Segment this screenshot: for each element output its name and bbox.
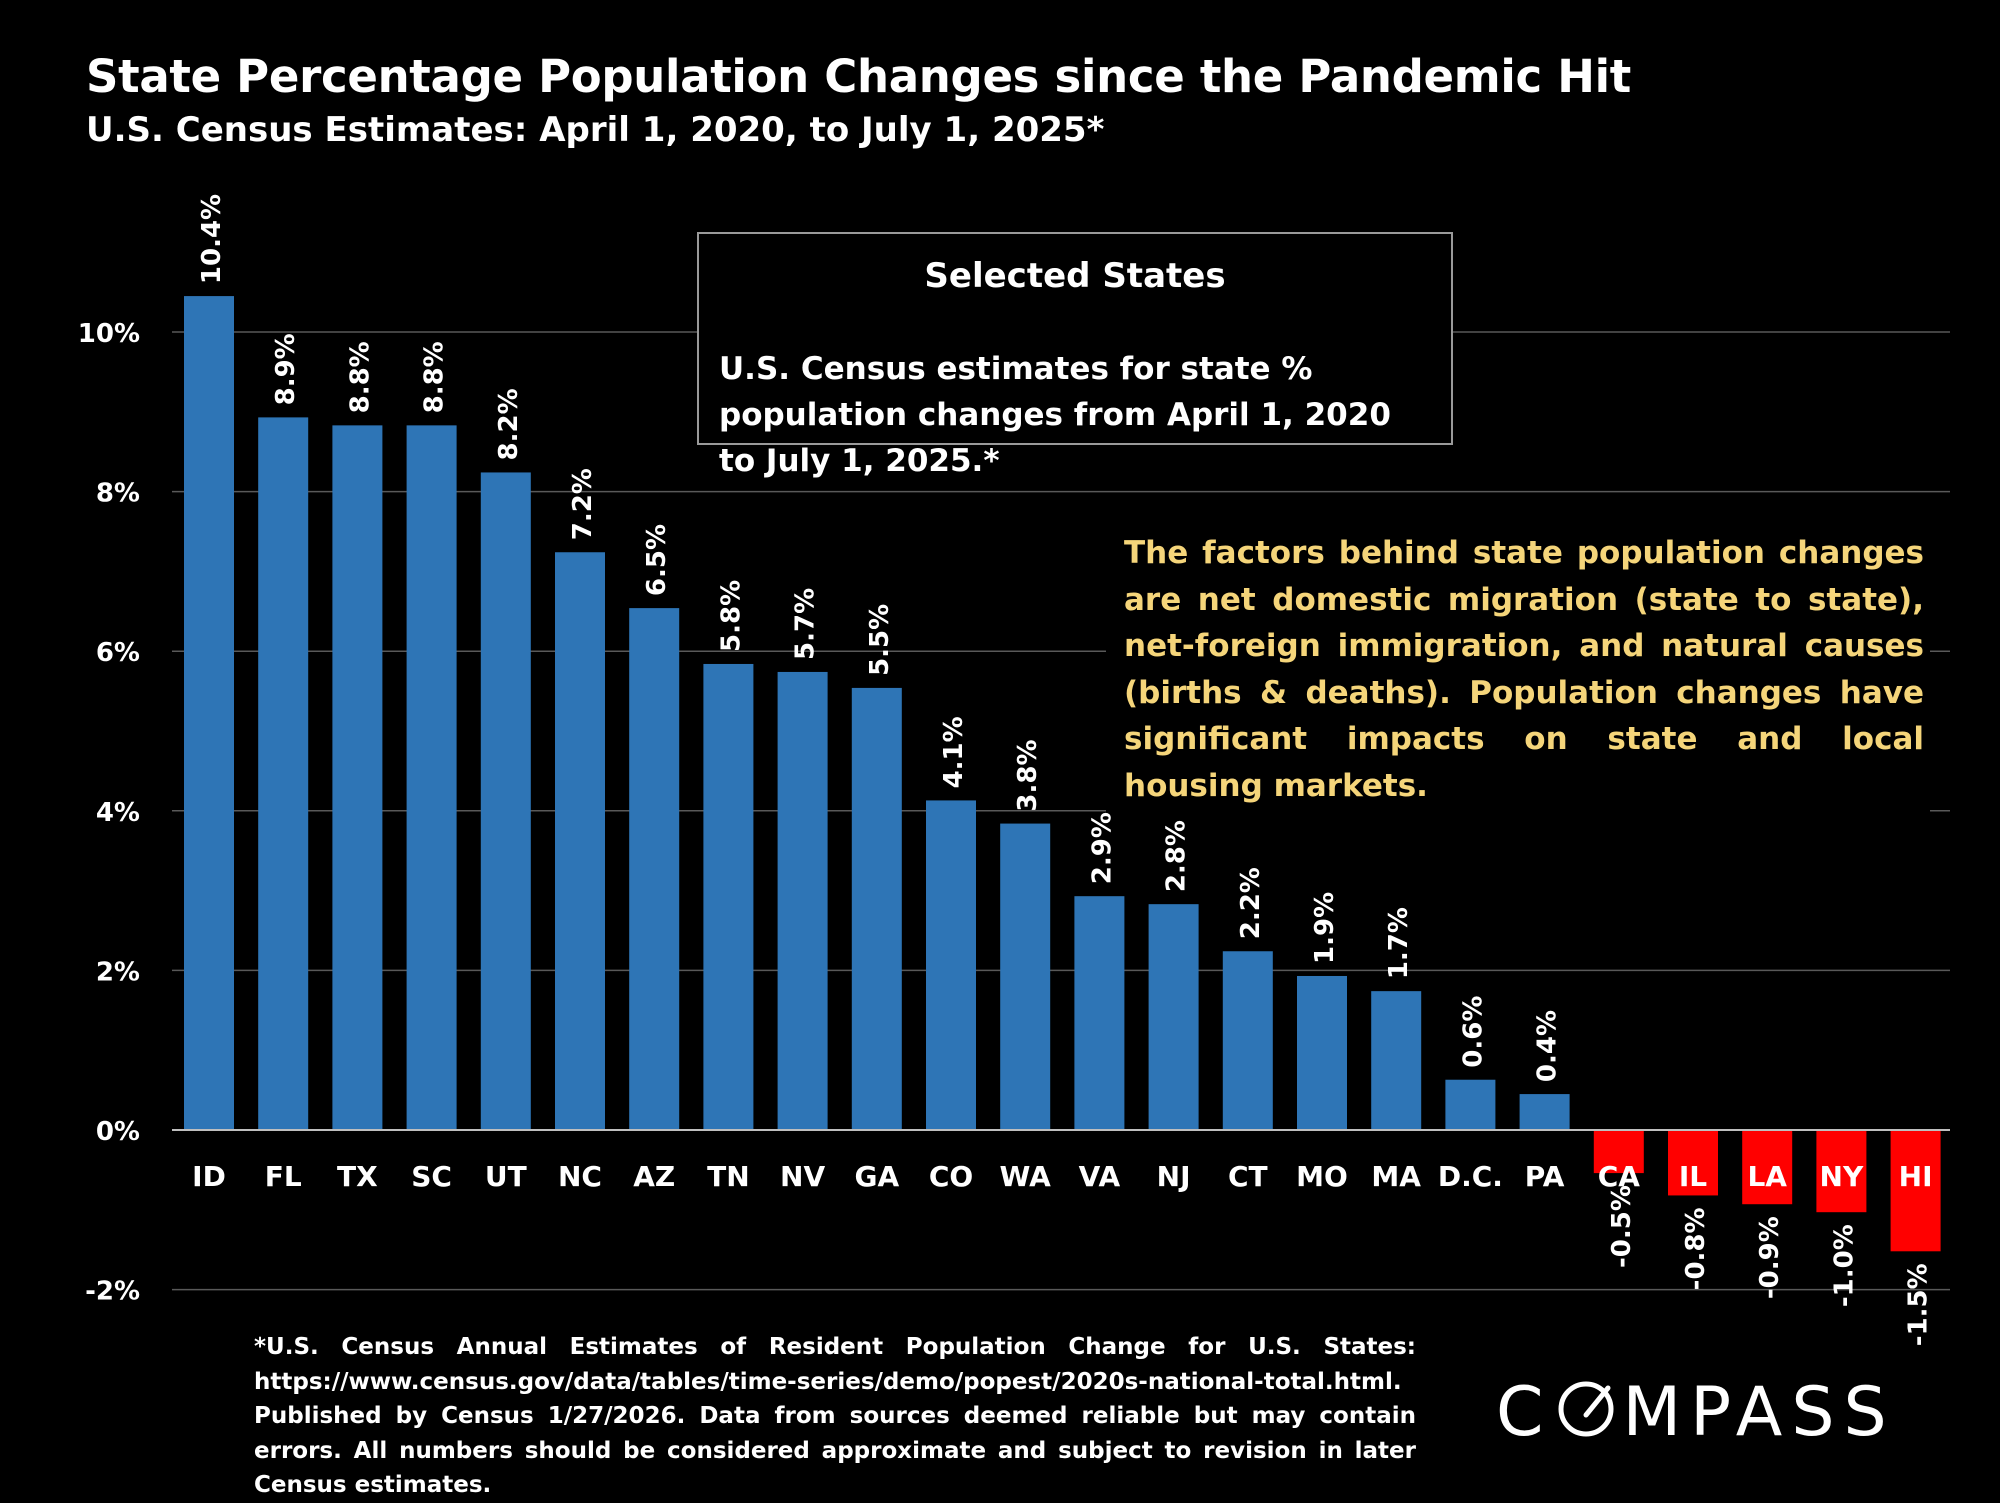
data-label: 7.2% [568, 468, 598, 540]
x-tick-label: MA [1371, 1160, 1421, 1193]
x-tick-label: SC [411, 1160, 452, 1193]
positive-bar [332, 425, 383, 1131]
x-tick-label: UT [485, 1160, 527, 1193]
footnote: *U.S. Census Annual Estimates of Residen… [254, 1330, 1416, 1503]
x-tick-label: GA [854, 1160, 899, 1193]
factors-note: The factors behind state population chan… [1106, 530, 1930, 813]
positive-bar [1074, 896, 1125, 1130]
positive-bar [406, 425, 457, 1131]
x-tick-label: MO [1296, 1160, 1348, 1193]
x-tick-label: TX [337, 1160, 378, 1193]
x-tick-label: HI [1899, 1160, 1933, 1193]
chart-subtitle: U.S. Census Estimates: April 1, 2020, to… [86, 110, 1105, 150]
data-label: 1.7% [1384, 907, 1414, 979]
y-tick-label: 8% [96, 479, 140, 509]
logo-text-start: C [1496, 1373, 1553, 1452]
data-label: 2.8% [1162, 820, 1192, 892]
data-label: 1.9% [1310, 892, 1340, 964]
positive-bar [184, 296, 234, 1131]
compass-o-icon [1558, 1381, 1614, 1437]
positive-bar [1222, 951, 1273, 1130]
positive-bar [1519, 1094, 1570, 1130]
data-label: 2.2% [1236, 867, 1266, 939]
x-tick-label: LA [1747, 1160, 1787, 1193]
x-tick-label: D.C. [1438, 1160, 1503, 1193]
data-label: 6.5% [642, 524, 672, 596]
selected-states-box: Selected States U.S. Census estimates fo… [697, 232, 1453, 479]
x-tick-label: CO [929, 1160, 973, 1193]
positive-bar [1445, 1079, 1496, 1130]
positive-bar [629, 608, 680, 1130]
positive-bar [777, 671, 828, 1130]
footnote-source: *U.S. Census Annual Estimates of Residen… [254, 1334, 1416, 1395]
positive-bar [851, 687, 902, 1130]
x-tick-label: VA [1079, 1160, 1121, 1193]
chart-title: State Percentage Population Changes sinc… [86, 50, 1631, 103]
x-tick-label: IL [1679, 1160, 1707, 1193]
data-label: 2.9% [1087, 812, 1117, 884]
negative-bar [1890, 1130, 1941, 1252]
x-tick-label: NC [558, 1160, 602, 1193]
positive-bar [1371, 991, 1422, 1130]
data-label: -1.5% [1904, 1263, 1934, 1346]
data-label: 8.8% [345, 341, 375, 413]
x-tick-label: NJ [1157, 1160, 1191, 1193]
negative-bar [1816, 1130, 1867, 1213]
positive-bar [480, 472, 531, 1130]
data-label: 8.2% [494, 388, 524, 460]
x-tick-label: FL [265, 1160, 302, 1193]
compass-logo: C MPASS [1496, 1373, 1896, 1453]
x-tick-label: PA [1525, 1160, 1565, 1193]
positive-bar [1297, 975, 1347, 1130]
positive-bar [703, 663, 754, 1130]
positive-bar [1000, 823, 1051, 1130]
data-label: 0.6% [1458, 996, 1488, 1068]
y-tick-label: 6% [96, 638, 140, 668]
y-tick-label: 10% [78, 319, 140, 349]
positive-bar [258, 417, 309, 1130]
footnote-disclaimer: Published by Census 1/27/2026. Data from… [254, 1403, 1416, 1498]
y-tick-label: -2% [85, 1277, 140, 1307]
data-label: -0.9% [1755, 1216, 1785, 1299]
data-label: -1.0% [1829, 1224, 1859, 1307]
x-tick-label: NV [780, 1160, 825, 1193]
negative-bar [1668, 1130, 1718, 1196]
data-label: 0.4% [1533, 1010, 1563, 1082]
y-tick-label: 0% [96, 1117, 140, 1147]
x-tick-label: CT [1228, 1160, 1268, 1193]
negative-bar [1742, 1130, 1793, 1205]
x-tick-label: CA [1598, 1160, 1641, 1193]
logo-text-end: MPASS [1622, 1373, 1896, 1452]
positive-bar [1148, 904, 1199, 1130]
data-label: 4.1% [939, 716, 969, 788]
data-label: 5.8% [716, 580, 746, 652]
positive-bar [926, 800, 976, 1130]
y-tick-label: 4% [96, 798, 140, 828]
data-label: 3.8% [1013, 739, 1043, 811]
selected-states-description: U.S. Census estimates for state % popula… [719, 351, 1391, 479]
data-label: -0.8% [1681, 1207, 1711, 1290]
x-tick-label: TN [707, 1160, 750, 1193]
x-tick-label: ID [192, 1160, 226, 1193]
data-label: 5.5% [865, 604, 895, 676]
data-label: 8.8% [420, 341, 450, 413]
x-tick-label: WA [1000, 1160, 1052, 1193]
selected-states-title: Selected States [924, 256, 1226, 296]
data-label: -0.5% [1607, 1185, 1637, 1268]
y-tick-label: 2% [96, 957, 140, 987]
data-label: 5.7% [791, 588, 821, 660]
data-label: 8.9% [271, 333, 301, 405]
x-tick-label: NY [1820, 1160, 1864, 1193]
negative-bar [1593, 1130, 1644, 1174]
data-label: 10.4% [197, 194, 227, 284]
positive-bar [555, 552, 605, 1130]
x-tick-label: AZ [633, 1160, 675, 1193]
